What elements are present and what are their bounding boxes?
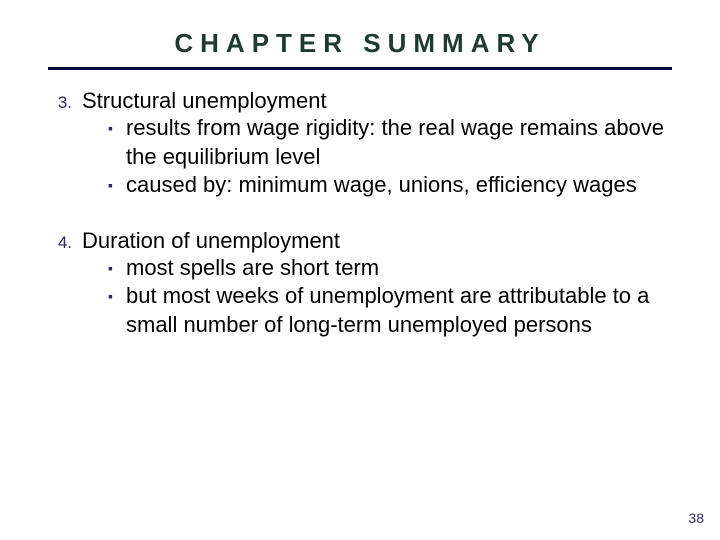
- bullet-text: results from wage rigidity: the real wag…: [126, 114, 672, 171]
- item-number: 3.: [48, 93, 82, 113]
- bullet: ▪ results from wage rigidity: the real w…: [108, 114, 672, 171]
- bullet-text: most spells are short term: [126, 254, 672, 283]
- slide: CHAPTER SUMMARY 3. Structural unemployme…: [0, 0, 720, 540]
- item-heading: Structural unemployment: [82, 88, 672, 114]
- slide-title: CHAPTER SUMMARY: [48, 28, 672, 70]
- slide-content: 3. Structural unemployment ▪ results fro…: [48, 70, 672, 340]
- bullet: ▪ most spells are short term: [108, 254, 672, 283]
- item-heading: Duration of unemployment: [82, 228, 672, 254]
- item-bullets: ▪ most spells are short term ▪ but most …: [48, 254, 672, 340]
- bullet: ▪ caused by: minimum wage, unions, effic…: [108, 171, 672, 200]
- item-bullets: ▪ results from wage rigidity: the real w…: [48, 114, 672, 200]
- bullet-text: caused by: minimum wage, unions, efficie…: [126, 171, 672, 200]
- item-heading-row: 4. Duration of unemployment: [48, 228, 672, 254]
- list-item: 3. Structural unemployment ▪ results fro…: [48, 88, 672, 200]
- square-bullet-icon: ▪: [108, 171, 126, 194]
- page-number: 38: [688, 510, 704, 526]
- bullet-text: but most weeks of unemployment are attri…: [126, 282, 672, 339]
- list-item: 4. Duration of unemployment ▪ most spell…: [48, 228, 672, 340]
- square-bullet-icon: ▪: [108, 282, 126, 305]
- square-bullet-icon: ▪: [108, 114, 126, 137]
- item-number: 4.: [48, 233, 82, 253]
- bullet: ▪ but most weeks of unemployment are att…: [108, 282, 672, 339]
- square-bullet-icon: ▪: [108, 254, 126, 277]
- item-heading-row: 3. Structural unemployment: [48, 88, 672, 114]
